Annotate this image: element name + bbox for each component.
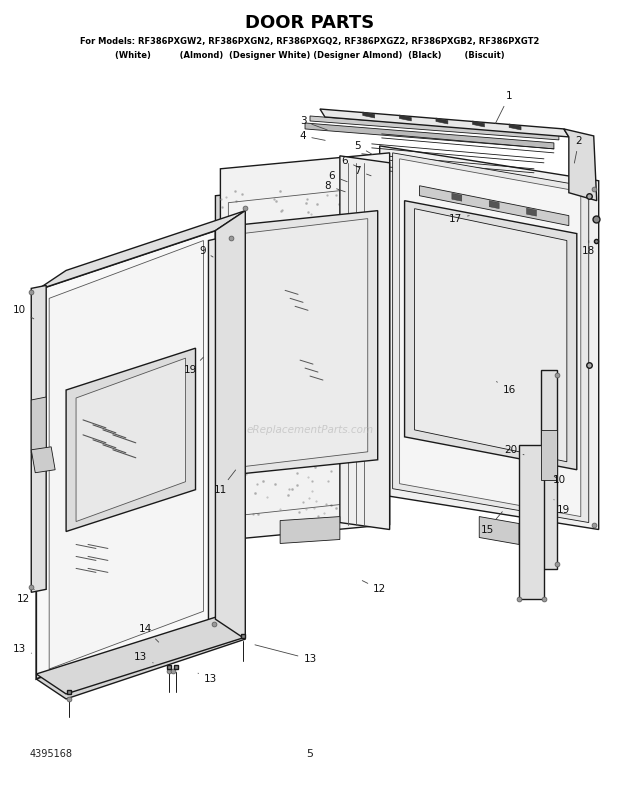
Polygon shape	[399, 115, 411, 121]
Text: 12: 12	[17, 589, 34, 604]
Polygon shape	[49, 240, 203, 669]
Text: DOOR PARTS: DOOR PARTS	[246, 14, 374, 32]
Text: 14: 14	[139, 624, 159, 642]
Polygon shape	[340, 156, 389, 529]
Polygon shape	[526, 208, 536, 216]
Polygon shape	[208, 235, 231, 624]
Polygon shape	[392, 152, 589, 522]
Polygon shape	[452, 194, 462, 201]
Polygon shape	[36, 617, 246, 694]
Text: 17: 17	[449, 213, 469, 224]
Text: 4: 4	[299, 131, 326, 141]
Polygon shape	[519, 445, 544, 600]
Polygon shape	[541, 430, 557, 480]
Text: 9: 9	[199, 246, 213, 257]
Text: 4395168: 4395168	[29, 749, 73, 758]
Polygon shape	[215, 181, 370, 525]
Text: 13: 13	[12, 644, 32, 654]
Text: For Models: RF386PXGW2, RF386PXGN2, RF386PXGQ2, RF386PXGZ2, RF386PXGB2, RF386PXG: For Models: RF386PXGW2, RF386PXGN2, RF38…	[81, 37, 539, 46]
Text: 6: 6	[329, 171, 347, 182]
Text: eReplacementParts.com: eReplacementParts.com	[246, 425, 374, 435]
Polygon shape	[400, 159, 581, 517]
Text: 7: 7	[355, 166, 371, 176]
Polygon shape	[31, 285, 46, 592]
Polygon shape	[215, 211, 246, 639]
Polygon shape	[320, 109, 569, 137]
Text: 13: 13	[198, 673, 217, 684]
Polygon shape	[379, 146, 599, 529]
Polygon shape	[220, 152, 389, 540]
Polygon shape	[564, 129, 596, 201]
Polygon shape	[509, 124, 521, 130]
Polygon shape	[479, 517, 519, 544]
Polygon shape	[36, 619, 246, 699]
Text: 5: 5	[306, 749, 314, 758]
Polygon shape	[415, 209, 567, 462]
Polygon shape	[36, 231, 215, 679]
Polygon shape	[242, 219, 368, 467]
Polygon shape	[31, 397, 46, 453]
Text: (White)          (Almond)  (Designer White) (Designer Almond)  (Black)        (B: (White) (Almond) (Designer White) (Desig…	[115, 51, 505, 60]
Text: 16: 16	[497, 382, 516, 395]
Polygon shape	[420, 186, 569, 226]
Polygon shape	[363, 112, 374, 118]
Text: 20: 20	[505, 445, 524, 455]
Text: 11: 11	[214, 470, 236, 495]
Polygon shape	[310, 116, 559, 140]
Text: 15: 15	[480, 512, 502, 535]
Polygon shape	[36, 211, 246, 291]
Polygon shape	[489, 201, 499, 209]
Text: 1: 1	[495, 91, 512, 123]
Text: 8: 8	[325, 181, 345, 192]
Polygon shape	[541, 370, 557, 570]
Text: 3: 3	[299, 116, 327, 130]
Text: 13: 13	[134, 652, 153, 663]
Text: 6: 6	[342, 156, 359, 167]
Text: 13: 13	[255, 645, 317, 664]
Text: 19: 19	[554, 499, 570, 514]
Polygon shape	[472, 121, 484, 127]
Polygon shape	[280, 517, 340, 544]
Text: 10: 10	[552, 475, 565, 485]
Polygon shape	[305, 123, 554, 149]
Polygon shape	[76, 358, 185, 521]
Text: 12: 12	[362, 581, 386, 594]
Polygon shape	[66, 348, 195, 532]
Text: 18: 18	[582, 240, 595, 255]
Text: 10: 10	[13, 305, 34, 319]
Polygon shape	[232, 211, 378, 475]
Polygon shape	[405, 201, 577, 470]
Text: 5: 5	[355, 141, 373, 154]
Polygon shape	[436, 118, 448, 124]
Text: 2: 2	[574, 136, 582, 163]
Polygon shape	[31, 447, 55, 472]
Text: 19: 19	[184, 357, 203, 375]
